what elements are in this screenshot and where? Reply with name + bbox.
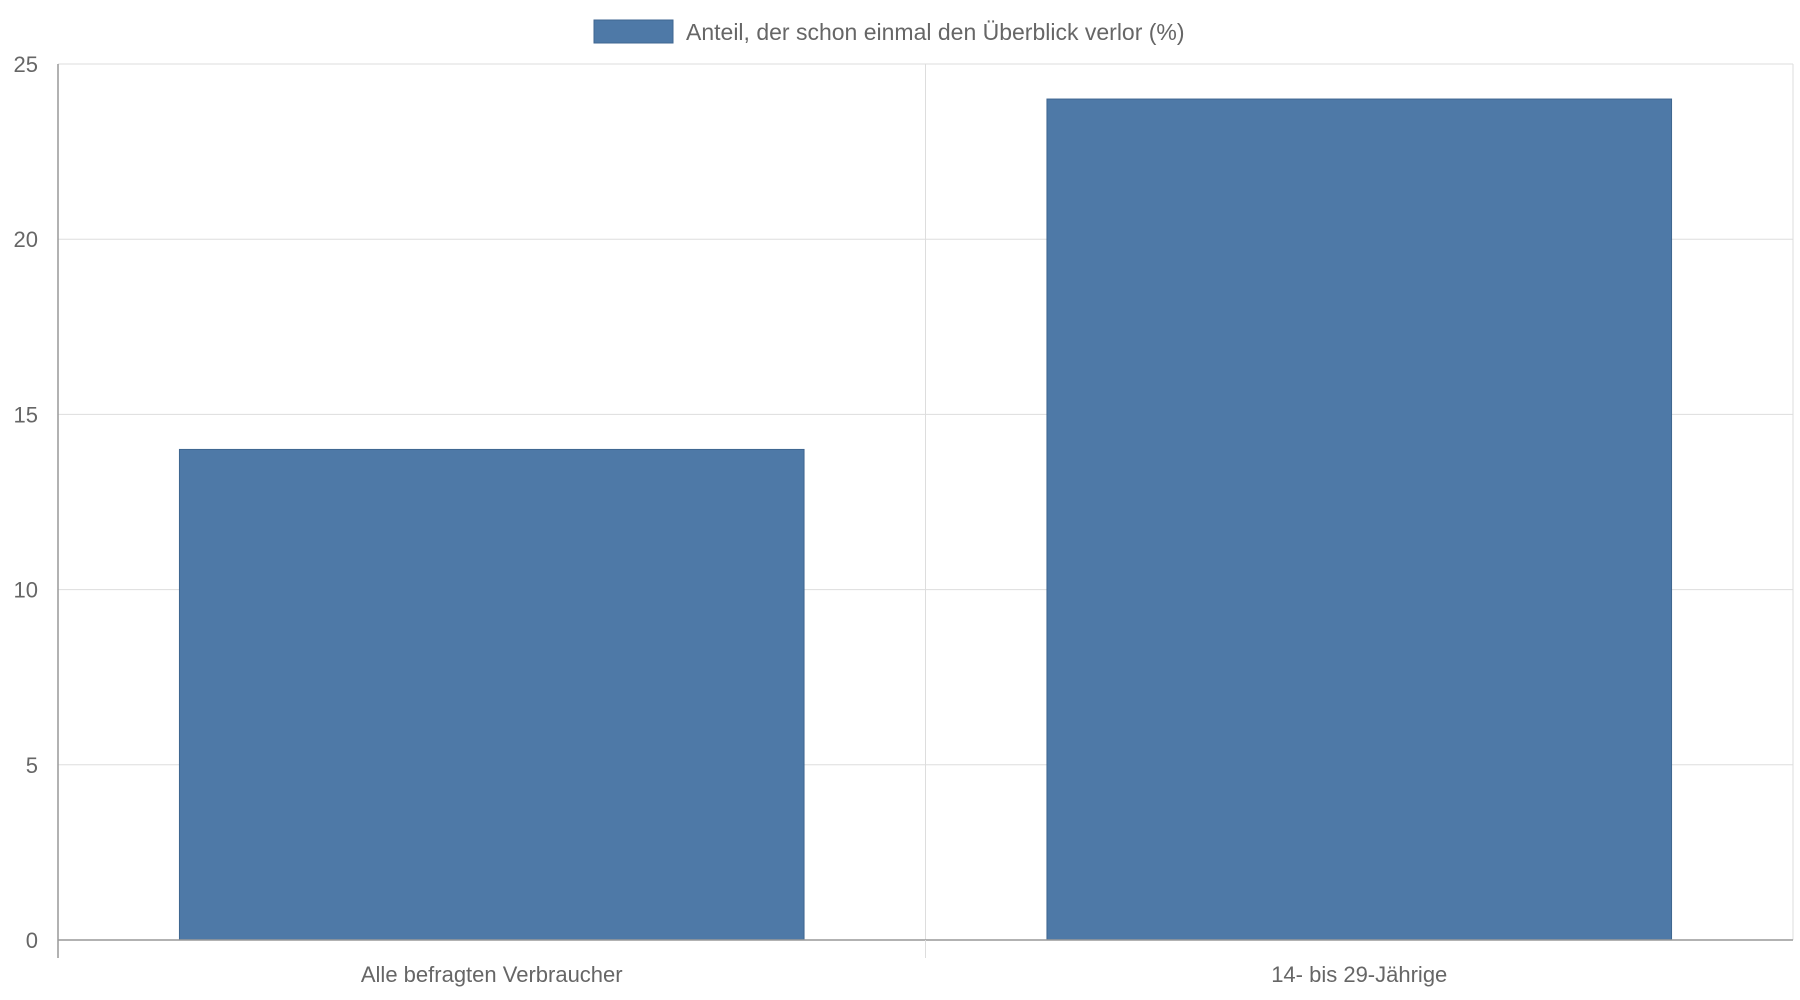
axes xyxy=(57,64,1793,958)
legend: Anteil, der schon einmal den Überblick v… xyxy=(593,19,1185,45)
bar xyxy=(178,448,805,941)
x-tick-label: Alle befragten Verbraucher xyxy=(361,962,623,987)
bars xyxy=(178,98,1673,941)
y-tick-label: 20 xyxy=(14,227,38,252)
bar xyxy=(1046,98,1673,941)
y-tick-label: 10 xyxy=(14,578,38,603)
y-tick-label: 25 xyxy=(14,52,38,77)
y-tick-label: 5 xyxy=(26,753,38,778)
y-tick-labels: 0 5 10 15 20 25 xyxy=(14,52,38,953)
x-tick-labels: Alle befragten Verbraucher 14- bis 29-Jäh… xyxy=(361,962,1447,987)
y-tick-label: 0 xyxy=(26,928,38,953)
x-tick-label: 14- bis 29-Jährige xyxy=(1271,962,1447,987)
legend-label: Anteil, der schon einmal den Überblick v… xyxy=(686,19,1185,45)
y-tick-label: 15 xyxy=(14,402,38,427)
legend-swatch xyxy=(593,19,674,44)
